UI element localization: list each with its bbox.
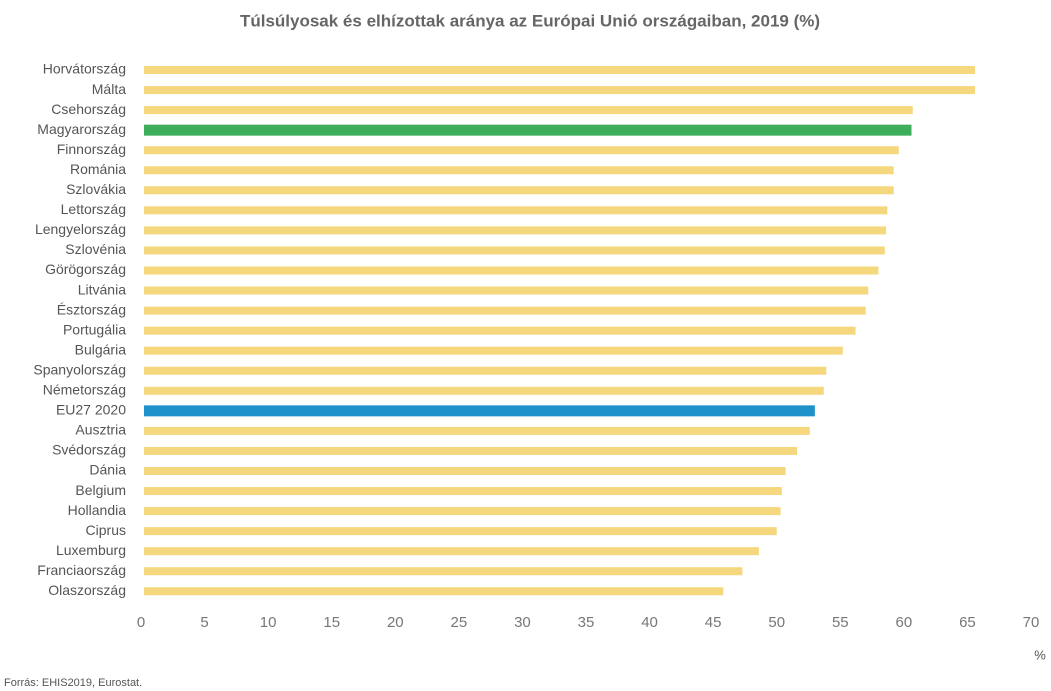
y-tick-label: Bulgária	[75, 341, 127, 357]
y-tick-label: Horvátország	[43, 61, 126, 77]
bar	[144, 106, 913, 115]
bar	[144, 446, 798, 455]
bar	[144, 326, 856, 335]
y-tick-label: Finnország	[57, 141, 126, 157]
y-tick-label: Szlovénia	[65, 241, 126, 257]
bar	[144, 186, 894, 195]
y-tick-label: Spanyolország	[33, 361, 126, 377]
x-tick-label: 45	[705, 614, 722, 631]
bar	[144, 286, 869, 295]
y-tick-label: Lengyelország	[35, 221, 126, 237]
bar	[144, 246, 885, 255]
bar	[144, 86, 976, 95]
bar	[144, 226, 887, 235]
y-tick-label: Málta	[92, 81, 126, 97]
x-tick-label: 55	[832, 614, 849, 631]
bar	[144, 66, 976, 74]
x-tick-label: 10	[260, 614, 277, 631]
bar	[144, 527, 777, 536]
x-tick-label: 15	[323, 614, 340, 631]
bar	[144, 426, 810, 435]
y-tick-label: Luxemburg	[56, 542, 126, 558]
x-tick-label: 65	[959, 614, 976, 631]
source: Forrás: EHIS2019, Eurostat.	[4, 677, 142, 689]
bar	[144, 507, 781, 516]
bar	[144, 386, 824, 395]
y-tick-label: Olaszország	[48, 582, 126, 598]
y-tick-label: Litvánia	[78, 281, 126, 297]
x-tick-label: 60	[896, 614, 913, 631]
y-tick-label: Hollandia	[68, 502, 127, 518]
x-tick-label: 70	[1023, 614, 1040, 631]
y-tick-label: Franciaország	[37, 562, 126, 578]
y-tick-label: Ausztria	[75, 422, 126, 438]
y-tick-label: Magyarország	[37, 121, 126, 137]
y-tick-label: Belgium	[75, 482, 126, 498]
y-tick-label: Lettország	[61, 201, 126, 217]
y-tick-label: Csehország	[51, 101, 126, 117]
bar	[144, 587, 724, 596]
x-tick-label: 50	[768, 614, 785, 631]
chart-title: Túlsúlyosak és elhízottak aránya az Euró…	[240, 11, 820, 30]
y-tick-label: EU27 2020	[56, 402, 126, 418]
x-tick-label: 40	[641, 614, 658, 631]
bar	[144, 166, 894, 175]
x-axis-label: %	[1034, 647, 1046, 662]
bar	[144, 467, 786, 475]
y-tick-label: Görögország	[45, 261, 126, 277]
bar	[144, 146, 899, 155]
bar	[144, 266, 879, 275]
bar	[144, 124, 912, 136]
y-tick-label: Dánia	[89, 462, 126, 478]
bar	[144, 567, 743, 576]
y-tick-label: Észtország	[57, 301, 126, 317]
x-tick-label: 20	[387, 614, 404, 631]
bar	[144, 206, 888, 215]
bar	[144, 487, 782, 496]
bar	[144, 366, 827, 375]
x-tick-label: 30	[514, 614, 531, 631]
y-tick-label: Németország	[43, 382, 126, 398]
y-tick-label: Szlovákia	[66, 181, 126, 197]
bar	[144, 306, 866, 315]
bar	[144, 547, 759, 556]
x-tick-label: 5	[200, 614, 208, 631]
y-tick-label: Svédország	[52, 442, 126, 458]
y-tick-label: Románia	[70, 161, 126, 177]
bar	[144, 405, 815, 417]
x-tick-label: 35	[578, 614, 595, 631]
x-tick-label: 0	[137, 614, 145, 631]
x-tick-label: 25	[451, 614, 468, 631]
y-tick-label: Portugália	[63, 321, 126, 337]
bar	[144, 346, 843, 355]
y-tick-label: Ciprus	[86, 522, 126, 538]
